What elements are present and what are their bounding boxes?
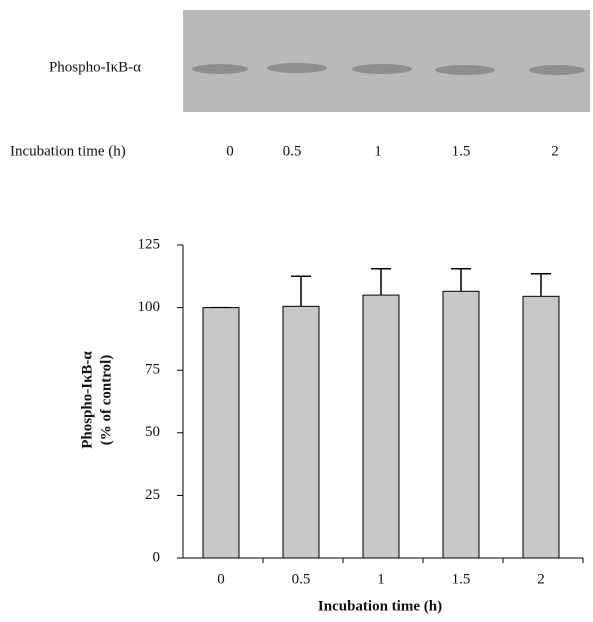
x-tick-label: 1.5 bbox=[452, 571, 471, 587]
x-tick-label: 1 bbox=[377, 571, 385, 587]
blot-image bbox=[183, 10, 590, 112]
blot-lane-label: 2 bbox=[551, 143, 559, 159]
bar bbox=[523, 296, 559, 558]
bar bbox=[203, 308, 239, 558]
bar bbox=[443, 291, 479, 558]
blot-lane-label: 1.5 bbox=[452, 143, 471, 159]
bar bbox=[283, 306, 319, 558]
blot-lane-label: 1 bbox=[374, 143, 382, 159]
blot-label: Phospho-IκB-α bbox=[49, 59, 141, 75]
page: Phospho-IκB-α Incubation time (h) Incuba… bbox=[0, 0, 593, 622]
x-tick-label: 0 bbox=[217, 571, 225, 587]
y-tick-label: 50 bbox=[145, 424, 160, 440]
figure: Phospho-IκB-α Incubation time (h) Incuba… bbox=[0, 0, 593, 622]
y-axis-title: Phospho-IκB-α bbox=[79, 351, 95, 449]
bar bbox=[363, 295, 399, 558]
y-tick-label: 0 bbox=[153, 549, 161, 565]
y-axis-title: (% of control) bbox=[98, 355, 114, 446]
blot-time-label: Incubation time (h) bbox=[10, 143, 126, 159]
x-tick-label: 2 bbox=[537, 571, 545, 587]
blot-lane-label: 0.5 bbox=[283, 143, 302, 159]
y-tick-label: 100 bbox=[138, 299, 161, 315]
x-axis-title: Incubation time (h) bbox=[318, 598, 442, 614]
y-tick-label: 125 bbox=[138, 236, 161, 252]
blot-lane-label: 0 bbox=[226, 143, 234, 159]
y-tick-label: 75 bbox=[145, 362, 160, 378]
y-tick-label: 25 bbox=[145, 487, 160, 503]
x-tick-label: 0.5 bbox=[292, 571, 311, 587]
